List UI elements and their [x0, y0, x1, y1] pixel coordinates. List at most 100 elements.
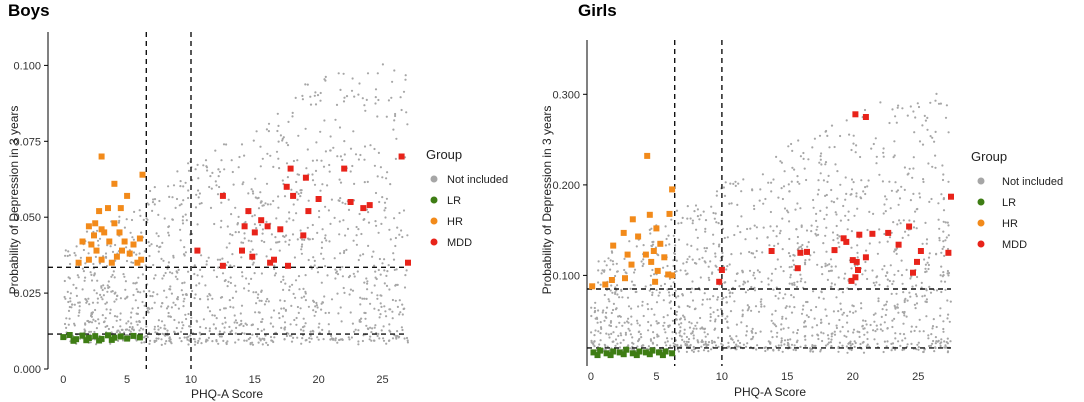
girls-not-included-point — [716, 298, 719, 301]
girls-not-included-point — [853, 345, 856, 348]
boys-not-included-point — [403, 337, 406, 340]
boys-not-included-point — [265, 128, 268, 131]
girls-not-included-point — [772, 288, 775, 291]
girls-not-included-point — [850, 230, 854, 233]
girls-not-included-point — [750, 330, 753, 333]
girls-not-included-point — [721, 314, 724, 317]
girls-not-included-point — [730, 253, 733, 256]
girls-not-included-point — [696, 208, 700, 211]
boys-not-included-point — [143, 304, 146, 307]
girls-not-included-point — [780, 344, 783, 347]
boys-not-included-point — [394, 236, 397, 240]
boys-not-included-point — [230, 213, 233, 216]
boys-mdd-point — [245, 208, 252, 215]
girls-not-included-point — [608, 300, 611, 303]
boys-not-included-point — [223, 316, 227, 319]
girls-not-included-point — [793, 281, 796, 284]
girls-not-included-point — [916, 102, 919, 105]
girls-not-included-point — [827, 322, 831, 325]
boys-not-included-point — [334, 337, 337, 340]
girls-not-included-point — [903, 166, 907, 169]
girls-not-included-point — [754, 332, 757, 335]
boys-not-included-point — [329, 135, 332, 138]
boys-not-included-point — [329, 149, 332, 152]
girls-y-tick-label: 0.100 — [552, 270, 580, 282]
boys-not-included-point — [284, 240, 287, 243]
boys-mdd-point — [283, 183, 290, 190]
girls-not-included-point — [757, 310, 761, 313]
boys-lr-point — [108, 336, 115, 343]
girls-not-included-point — [664, 331, 667, 334]
girls-not-included-point — [665, 344, 668, 347]
boys-not-included-point — [263, 303, 266, 306]
girls-not-included-point — [813, 137, 817, 140]
boys-not-included-point — [93, 330, 96, 334]
boys-not-included-point — [225, 246, 228, 249]
girls-not-included-point — [623, 321, 626, 324]
boys-not-included-point — [198, 192, 201, 195]
girls-not-included-point — [788, 190, 791, 193]
boys-legend-item-lr: LR — [430, 195, 461, 207]
boys-not-included-point — [404, 78, 407, 81]
boys-not-included-point — [307, 237, 310, 240]
boys-not-included-point — [78, 309, 81, 312]
boys-not-included-point — [101, 314, 104, 317]
girls-not-included-point — [732, 341, 736, 344]
boys-not-included-point — [157, 319, 160, 322]
boys-not-included-point — [243, 154, 246, 157]
girls-not-included-point — [646, 303, 649, 306]
girls-not-included-point — [864, 260, 867, 264]
girls-not-included-point — [862, 319, 865, 322]
boys-not-included-point — [168, 337, 171, 340]
girls-not-included-point — [850, 246, 853, 249]
girls-not-included-point — [947, 274, 950, 277]
boys-not-included-point — [264, 334, 267, 337]
girls-not-included-point — [798, 246, 801, 249]
girls-not-included-point — [635, 245, 638, 248]
girls-mdd-point — [910, 269, 916, 276]
girls-not-included-point — [789, 338, 792, 341]
girls-not-included-point — [760, 303, 763, 306]
boys-not-included-point — [71, 303, 74, 306]
girls-not-included-point — [938, 239, 941, 242]
girls-not-included-point — [906, 299, 909, 302]
girls-not-included-point — [603, 319, 606, 322]
girls-not-included-point — [924, 221, 927, 224]
boys-mdd-point — [258, 217, 265, 224]
girls-not-included-point — [799, 345, 802, 348]
boys-threshold-lines — [48, 32, 408, 369]
boys-lr-point — [83, 337, 90, 344]
girls-not-included-point — [927, 263, 931, 267]
boys-not-included-point — [330, 334, 333, 337]
boys-not-included-point — [324, 311, 327, 315]
girls-not-included-point — [855, 144, 858, 147]
boys-not-included-point — [154, 331, 157, 334]
girls-not-included-point — [734, 184, 737, 187]
boys-not-included-point — [332, 338, 335, 341]
boys-not-included-point — [215, 339, 218, 342]
boys-not-included-point — [170, 306, 173, 309]
boys-not-included-point — [327, 209, 330, 212]
girls-not-included-point — [912, 192, 915, 195]
girls-not-included-point — [793, 306, 796, 309]
girls-not-included-point — [865, 345, 868, 348]
girls-not-included-point — [783, 343, 786, 346]
girls-not-included-point — [924, 270, 927, 274]
boys-not-included-point — [236, 222, 239, 225]
girls-not-included-point — [664, 244, 668, 247]
girls-not-included-point — [856, 330, 859, 333]
girls-not-included-point — [882, 212, 885, 215]
girls-not-included-point — [812, 206, 815, 209]
girls-not-included-point — [920, 286, 923, 289]
boys-not-included-point — [182, 199, 185, 202]
boys-not-included-point — [174, 275, 177, 278]
boys-not-included-point — [252, 261, 255, 264]
boys-not-included-point — [187, 312, 190, 316]
boys-not-included-point — [106, 244, 109, 247]
girls-not-included-point — [614, 274, 617, 278]
boys-not-included-point — [223, 307, 226, 310]
boys-not-included-point — [87, 252, 90, 255]
boys-not-included-point — [387, 264, 390, 267]
boys-not-included-point — [279, 134, 282, 137]
